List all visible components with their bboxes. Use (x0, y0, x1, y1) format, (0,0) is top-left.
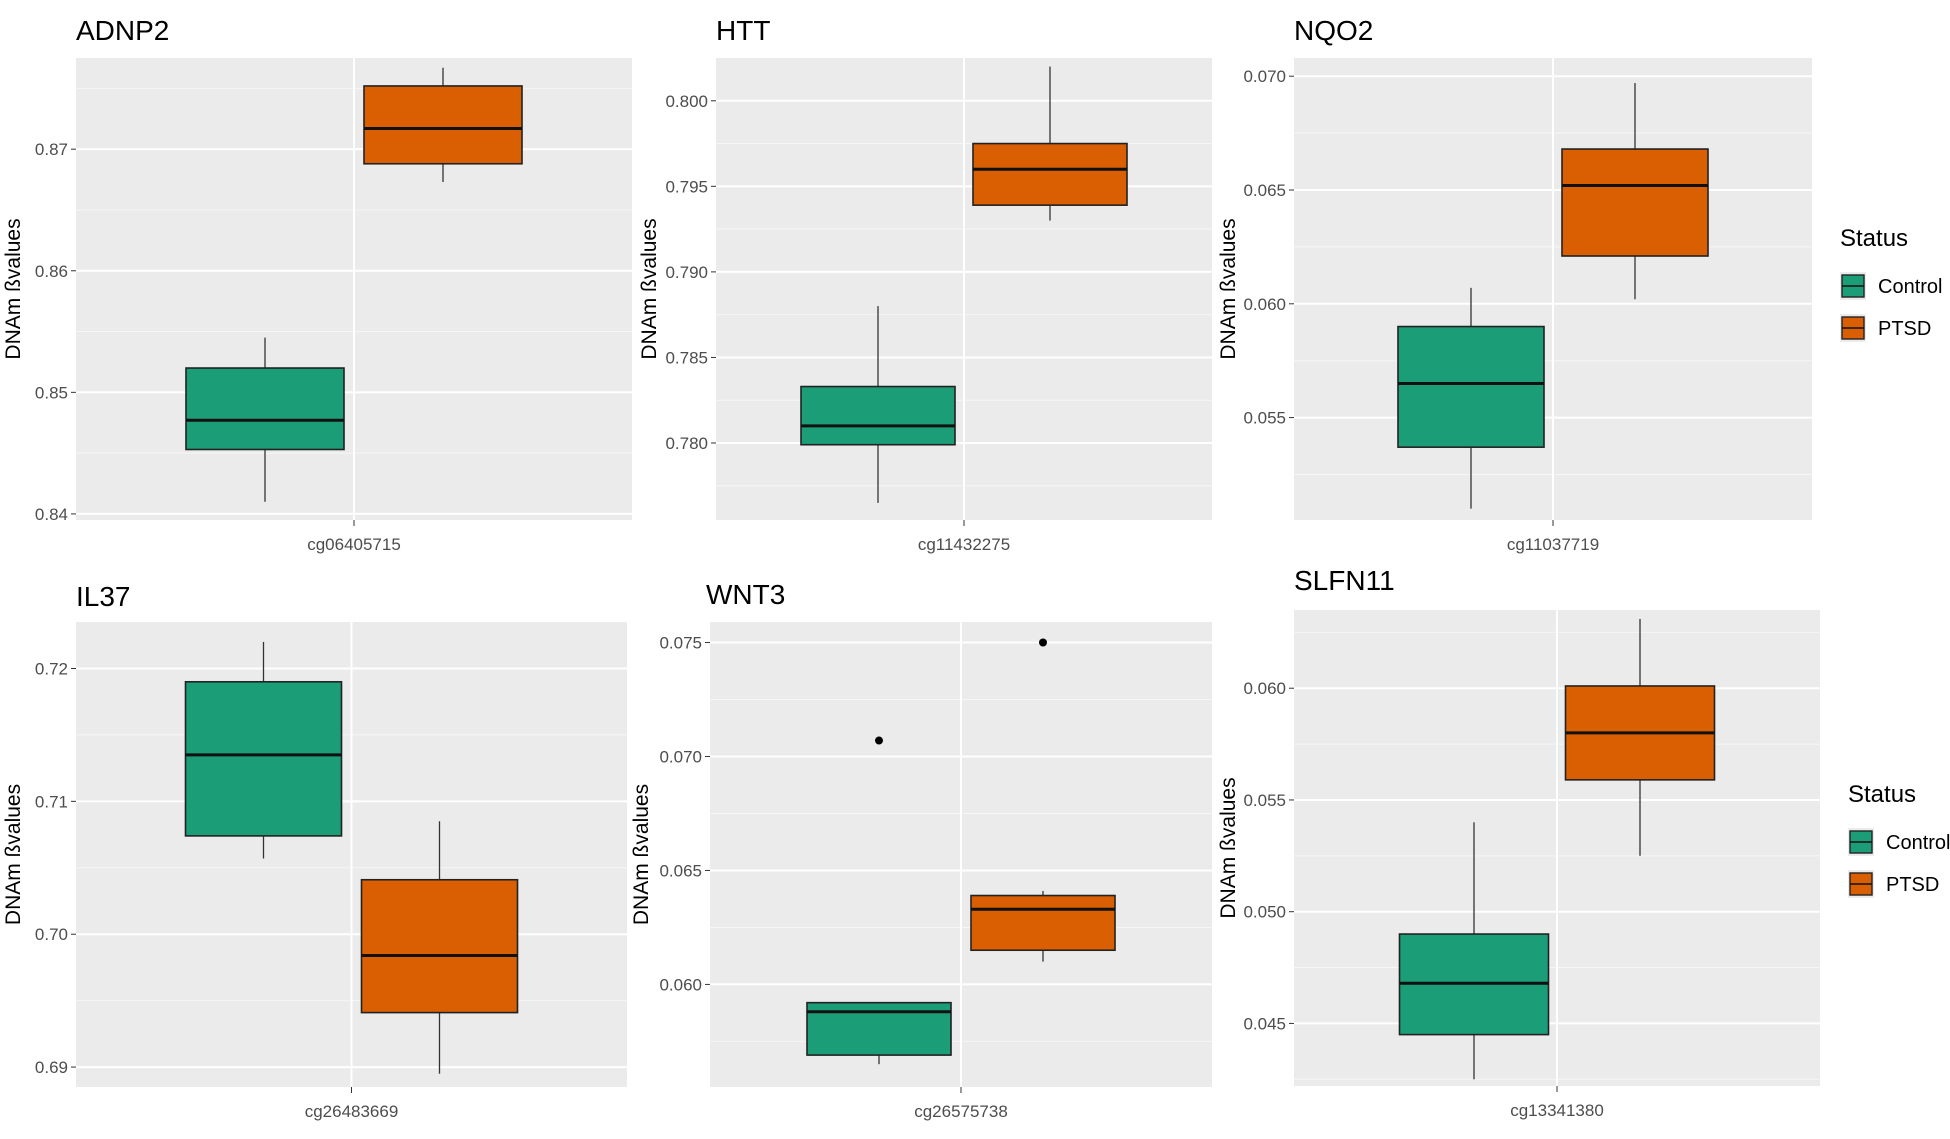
y-tick-label: 0.72 (35, 660, 68, 679)
panel-adnp2: 0.84 0.85 0.86 0.87 cg06405715 ADNP2 DNAm ßval… (2, 15, 632, 554)
y-tick-label: 0.86 (35, 262, 68, 281)
box-iqr (970, 894, 1116, 952)
box-ptsd (970, 638, 1116, 962)
legend-title: Status (1848, 781, 1916, 808)
y-tick-label: 0.045 (1243, 1014, 1286, 1033)
y-tick-label: 0.075 (659, 634, 702, 653)
y-tick-label: 0.800 (665, 92, 708, 111)
x-tick-label: cg26575738 (914, 1102, 1008, 1121)
legend-title: Status (1840, 225, 1908, 252)
panel-title: IL37 (76, 581, 131, 612)
y-axis-title: DNAm ßvalues (2, 784, 25, 925)
panel-title: NQO2 (1294, 15, 1373, 46)
box-control (1398, 822, 1550, 1080)
x-tick-label: cg26483669 (305, 1102, 399, 1121)
box-iqr (363, 85, 523, 165)
y-tick-label: 0.780 (665, 434, 708, 453)
box-iqr (1397, 325, 1545, 448)
panel-title: SLFN11 (1294, 565, 1395, 596)
box-ptsd (1561, 83, 1709, 300)
y-tick-label: 0.795 (665, 177, 708, 196)
y-tick-label: 0.85 (35, 383, 68, 402)
box-iqr (184, 680, 343, 837)
y-tick-label: 0.790 (665, 263, 708, 282)
y-axis-title: DNAm ßvalues (2, 218, 25, 359)
y-tick-label: 0.065 (659, 861, 702, 880)
y-tick-label: 0.065 (1243, 181, 1286, 200)
box-iqr (972, 142, 1128, 206)
y-tick-label: 0.055 (1243, 409, 1286, 428)
box-control (184, 641, 343, 859)
y-tick-label: 0.70 (35, 925, 68, 944)
panel-nqo2: 0.055 0.060 0.065 0.070 cg11037719 NQO2 DNAm ß… (1217, 15, 1812, 554)
outlier-point (875, 736, 883, 745)
box-iqr (800, 385, 956, 446)
box-ptsd (363, 67, 523, 183)
box-ptsd (1564, 618, 1716, 856)
panel-il37: 0.69 0.70 0.71 0.72 cg26483669 IL37 DNAm ßvalu… (2, 581, 627, 1121)
y-tick-label: 0.055 (1243, 791, 1286, 810)
legend-label-control: Control (1886, 832, 1950, 854)
y-axis-title: DNAm ßvalues (630, 784, 653, 925)
y-tick-label: 0.71 (35, 792, 68, 811)
y-axis-title: DNAm ßvalues (638, 218, 661, 359)
y-axis-title: DNAm ßvalues (1217, 777, 1240, 918)
x-tick-label: cg06405715 (307, 535, 401, 554)
legend-label-control: Control (1878, 276, 1942, 298)
panel-wnt3: 0.060 0.065 0.070 0.075 cg26575738 WNT3 DNAm ß… (630, 579, 1212, 1121)
box-iqr (360, 878, 519, 1014)
box-iqr (1561, 148, 1709, 257)
box-control (185, 337, 345, 502)
panel-title: HTT (716, 15, 770, 46)
panel-title: ADNP2 (76, 15, 169, 46)
box-iqr (185, 367, 345, 451)
y-tick-label: 0.69 (35, 1058, 68, 1077)
x-tick-label: cg11037719 (1507, 535, 1599, 554)
legend-label-ptsd: PTSD (1886, 874, 1939, 896)
legend-label-ptsd: PTSD (1878, 318, 1931, 340)
y-tick-label: 0.070 (1243, 67, 1286, 86)
legend: Status Control PTSD (1840, 225, 1942, 342)
box-control (1397, 287, 1545, 509)
y-tick-label: 0.060 (1243, 679, 1286, 698)
box-ptsd (972, 66, 1128, 221)
y-tick-label: 0.87 (35, 140, 68, 159)
y-tick-label: 0.050 (1243, 903, 1286, 922)
x-tick-label: cg11432275 (918, 535, 1010, 554)
box-control (806, 736, 952, 1065)
panel-title: WNT3 (706, 579, 785, 610)
box-ptsd (360, 821, 519, 1074)
outlier-point (1039, 638, 1047, 647)
box-control (800, 306, 956, 503)
y-tick-label: 0.060 (1243, 295, 1286, 314)
y-tick-label: 0.070 (659, 747, 702, 766)
x-tick-label: cg13341380 (1510, 1101, 1604, 1120)
y-tick-label: 0.785 (665, 348, 708, 367)
y-axis-title: DNAm ßvalues (1217, 218, 1240, 359)
y-tick-label: 0.060 (659, 975, 702, 994)
panel-slfn11: 0.045 0.050 0.055 0.060 cg13341380 SLFN11 DNAm… (1217, 565, 1820, 1120)
y-tick-label: 0.84 (35, 505, 68, 524)
legend: Status Control PTSD (1848, 781, 1950, 898)
panel-htt: 0.780 0.785 0.790 0.795 0.800 cg11432275 HTT DN… (638, 15, 1212, 554)
